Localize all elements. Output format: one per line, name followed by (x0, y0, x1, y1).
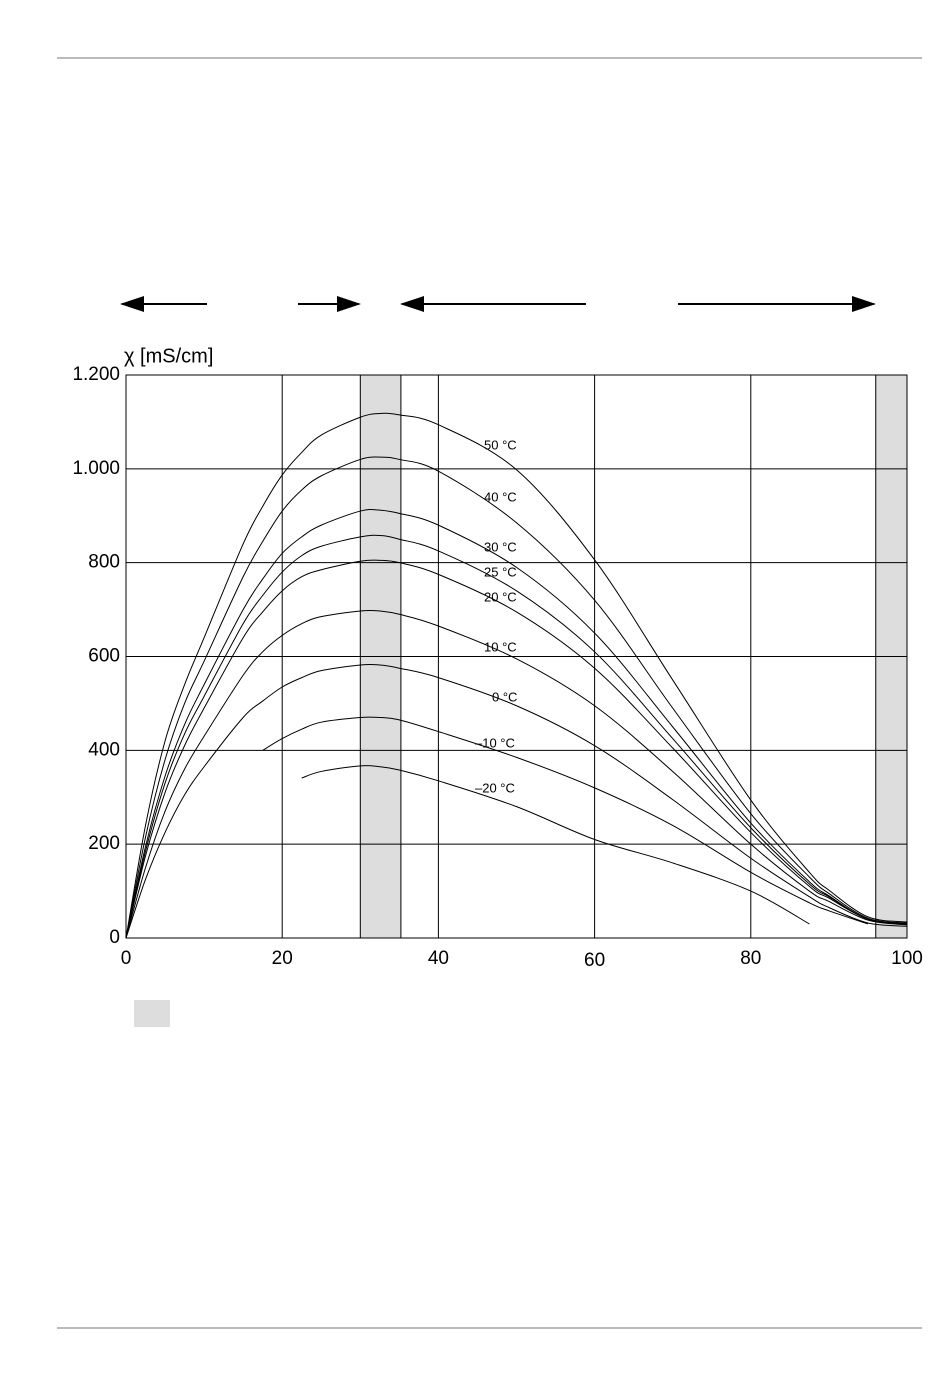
y-tick-label: 1.000 (72, 458, 120, 479)
plot: 0 200 400 600 800 1.000 1.200 0 20 40 60 80 100 50 °C… (72, 364, 922, 971)
series-label: 30 °C (484, 539, 517, 554)
plot-frame (125, 374, 908, 939)
series-label: –10 °C (475, 735, 515, 750)
series-line (125, 663, 908, 939)
series-label: –20 °C (475, 780, 515, 795)
series-line (125, 609, 908, 939)
y-tick-label: 1.200 (72, 364, 120, 385)
series-line (125, 534, 908, 939)
x-tick-label: 100 (891, 948, 923, 969)
series-line (125, 412, 908, 939)
x-tick-label: 80 (740, 948, 761, 969)
series-label: 20 °C (484, 589, 517, 604)
series-line (125, 559, 908, 939)
series-line (125, 509, 908, 939)
y-tick-label: 0 (109, 927, 120, 948)
series-label: 0 °C (492, 689, 517, 704)
series-label: 25 °C (484, 564, 517, 579)
series-label: 10 °C (484, 639, 517, 654)
y-tick-label: 800 (88, 552, 120, 573)
y-tick-label: 400 (88, 739, 120, 760)
x-tick-label: 60 (584, 950, 605, 971)
series-line (301, 765, 810, 925)
y-axis-label: χ [mS/cm] (124, 345, 213, 367)
series-line (125, 456, 908, 939)
series-label: 50 °C (484, 437, 517, 452)
x-tick-label: 20 (272, 948, 293, 969)
series-line (262, 716, 869, 925)
legend-swatch (134, 1000, 170, 1027)
x-tick-label: 40 (428, 948, 449, 969)
x-tick-label: 0 (121, 948, 132, 969)
y-tick-label: 200 (88, 833, 120, 854)
series-label: 40 °C (484, 489, 517, 504)
y-tick-label: 600 (88, 646, 120, 667)
